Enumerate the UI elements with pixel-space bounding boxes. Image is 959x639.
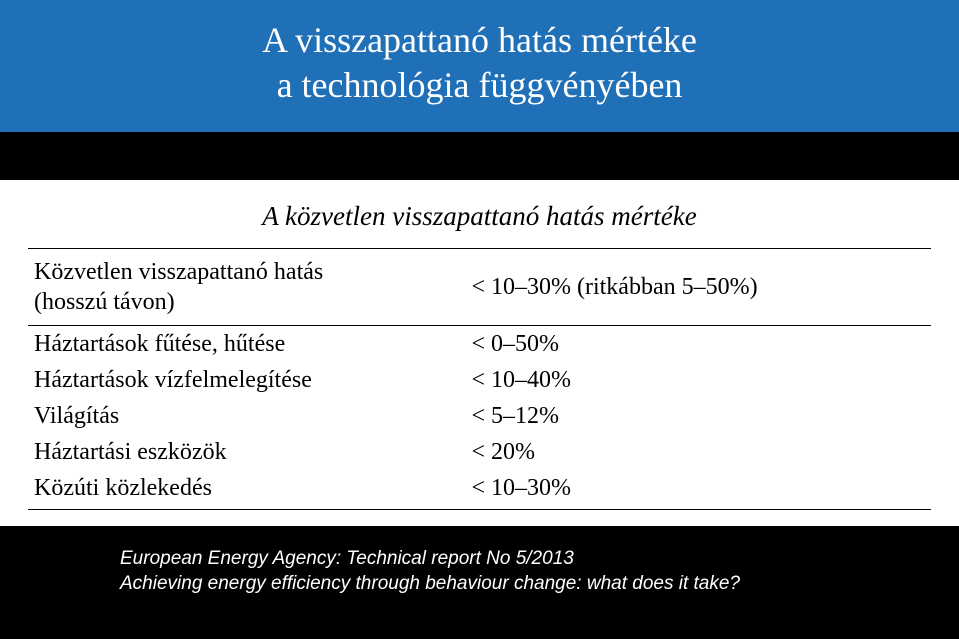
title-line-2: a technológia függvényében [20,63,939,108]
header-label: Közvetlen visszapattanó hatás (hosszú tá… [28,248,461,325]
spacer [0,132,959,180]
table-header-row: Közvetlen visszapattanó hatás (hosszú tá… [28,248,931,325]
footer: European Energy Agency: Technical report… [0,526,959,597]
row-label: Háztartások fűtése, hűtése [28,325,461,362]
source-line-2: Achieving energy efficiency through beha… [120,571,951,597]
row-value: < 20% [461,434,931,470]
rebound-table: A közvetlen visszapattanó hatás mértéke … [28,190,931,510]
header-label-line2: (hosszú távon) [34,289,175,315]
table-row: Közúti közlekedés < 10–30% [28,470,931,510]
table-row: Háztartások vízfelmelegítése < 10–40% [28,362,931,398]
table-row: Világítás < 5–12% [28,398,931,434]
row-value: < 10–40% [461,362,931,398]
table-row: Háztartási eszközök < 20% [28,434,931,470]
table-row: Háztartások fűtése, hűtése < 0–50% [28,325,931,362]
title-banner: A visszapattanó hatás mértéke a technoló… [0,0,959,132]
title-line-1: A visszapattanó hatás mértéke [20,18,939,63]
row-label: Világítás [28,398,461,434]
row-label: Háztartási eszközök [28,434,461,470]
row-value: < 10–30% [461,470,931,510]
header-label-line1: Közvetlen visszapattanó hatás [34,259,323,285]
row-value: < 0–50% [461,325,931,362]
row-value: < 5–12% [461,398,931,434]
row-label: Közúti közlekedés [28,470,461,510]
source-line-1: European Energy Agency: Technical report… [120,546,951,572]
row-label: Háztartások vízfelmelegítése [28,362,461,398]
table-container: A közvetlen visszapattanó hatás mértéke … [0,180,959,526]
header-value: < 10–30% (ritkábban 5–50%) [461,248,931,325]
table-caption-row: A közvetlen visszapattanó hatás mértéke [28,190,931,248]
table-caption: A közvetlen visszapattanó hatás mértéke [28,190,931,248]
